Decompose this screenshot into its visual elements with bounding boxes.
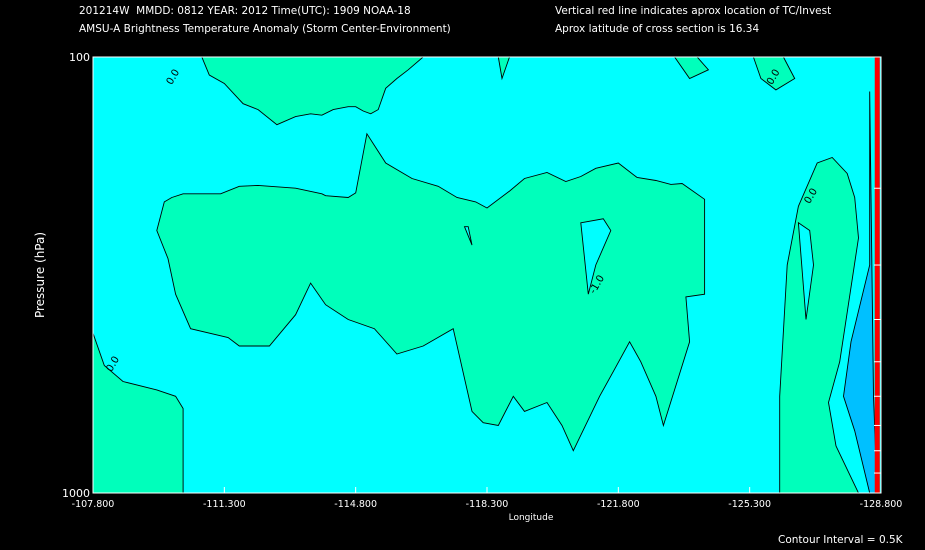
- contour-interval-label: Contour Interval = 0.5K: [778, 534, 903, 546]
- x-tick-label: -118.300: [466, 499, 509, 510]
- header-line2-left: AMSU-A Brightness Temperature Anomaly (S…: [79, 23, 451, 35]
- y-tick-label: 100: [69, 51, 90, 64]
- x-tick-label: -125.300: [728, 499, 771, 510]
- contour-region-8: [580, 218, 612, 295]
- y-tick-label: 1000: [62, 487, 90, 500]
- contour-region-9: [463, 226, 473, 246]
- contour-fills: [92, 56, 881, 494]
- header-line1-right: Vertical red line indicates aprox locati…: [555, 5, 832, 17]
- header-line1-left: 201214W MMDD: 0812 YEAR: 2012 Time(UTC):…: [79, 5, 411, 17]
- x-tick-label: -121.800: [597, 499, 640, 510]
- x-axis-title: Longitude: [509, 513, 554, 523]
- contour-region-7: [843, 91, 878, 494]
- x-tick-label: -111.300: [203, 499, 246, 510]
- y-axis-title: Pressure (hPa): [33, 232, 47, 318]
- x-tick-label: -128.800: [860, 499, 903, 510]
- header-line2-right: Aprox latitude of cross section is 16.34: [555, 23, 760, 35]
- x-tick-label: -114.800: [334, 499, 377, 510]
- x-tick-label: -107.800: [72, 499, 115, 510]
- contour-region-10: [797, 221, 814, 320]
- contour-region-4: [156, 132, 706, 452]
- chart-axes: -107.800 -111.300 -114.800 -118.300 -121.800…: [33, 51, 902, 523]
